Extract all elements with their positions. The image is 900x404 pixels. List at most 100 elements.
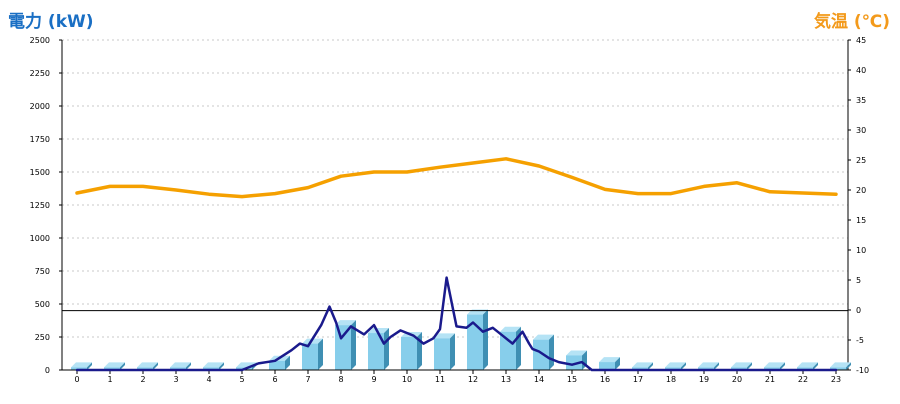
bar-side (351, 320, 356, 370)
right-tick-label: 45 (856, 36, 866, 45)
bar-top (434, 333, 455, 339)
x-tick-label: 14 (534, 375, 544, 384)
right-tick-label: 40 (856, 66, 866, 75)
bar (269, 360, 285, 370)
bar-top (500, 326, 521, 332)
bar (302, 343, 318, 370)
bar (434, 338, 450, 370)
bar-top (632, 362, 653, 368)
x-tick-label: 22 (798, 375, 808, 384)
left-tick-label: 750 (35, 267, 50, 276)
bar-top (566, 350, 587, 356)
bar-side (186, 362, 191, 370)
x-tick-label: 5 (239, 375, 244, 384)
bar-top (830, 362, 851, 368)
bar (830, 367, 846, 370)
bar (764, 367, 780, 370)
right-tick-label: 0 (856, 306, 861, 315)
bar-side (483, 309, 488, 370)
bar (137, 367, 153, 370)
x-tick-label: 2 (140, 375, 145, 384)
x-tick-label: 12 (468, 375, 478, 384)
bar (632, 367, 648, 370)
x-tick-label: 10 (402, 375, 412, 384)
left-axis-title: 電力 (kW) (8, 12, 94, 32)
bar-side (846, 362, 851, 370)
right-tick-label: -10 (856, 366, 869, 375)
bar-side (120, 362, 125, 370)
bar-side (681, 362, 686, 370)
x-tick-label: 9 (371, 375, 376, 384)
bar-top (731, 362, 752, 368)
left-tick-label: 1750 (30, 135, 50, 144)
bar-side (219, 362, 224, 370)
bar-side (813, 362, 818, 370)
bar-side (87, 362, 92, 370)
bar (533, 339, 549, 370)
bar (731, 367, 747, 370)
left-tick-label: 2500 (30, 36, 50, 45)
right-axis-title: 気温 (℃) (813, 12, 890, 32)
bar-top (533, 334, 554, 340)
bar-top (368, 328, 389, 334)
power-line (75, 276, 838, 372)
bar-top (797, 362, 818, 368)
bar-top (137, 362, 158, 368)
bar (170, 367, 186, 370)
bar-side (318, 338, 323, 370)
left-tick-label: 1250 (30, 201, 50, 210)
bar-side (780, 362, 785, 370)
left-tick-label: 250 (35, 333, 50, 342)
right-tick-label: -5 (856, 336, 864, 345)
left-tick-label: 0 (45, 366, 50, 375)
x-tick-label: 19 (699, 375, 709, 384)
bar-top (599, 357, 620, 363)
bar-top (665, 362, 686, 368)
temperature-line (75, 157, 838, 199)
right-tick-label: 25 (856, 156, 866, 165)
bar (401, 337, 417, 370)
bar-top (71, 362, 92, 368)
bar (203, 367, 219, 370)
x-tick-label: 11 (435, 375, 445, 384)
x-tick-label: 23 (831, 375, 841, 384)
x-tick-label: 4 (206, 375, 211, 384)
x-tick-label: 6 (272, 375, 277, 384)
bar (665, 367, 681, 370)
x-tick-label: 20 (732, 375, 742, 384)
x-tick-label: 15 (567, 375, 577, 384)
bar (797, 367, 813, 370)
right-tick-label: 5 (856, 276, 861, 285)
left-tick-label: 2000 (30, 102, 50, 111)
x-tick-label: 16 (600, 375, 610, 384)
bar-side (714, 362, 719, 370)
bar-side (747, 362, 752, 370)
bar-side (549, 334, 554, 370)
bar (500, 331, 516, 370)
bar-side (285, 355, 290, 370)
bar-top (764, 362, 785, 368)
bar (566, 355, 582, 370)
left-tick-label: 1000 (30, 234, 50, 243)
x-tick-label: 18 (666, 375, 676, 384)
right-tick-label: 30 (856, 126, 866, 135)
bar-top (203, 362, 224, 368)
x-tick-label: 17 (633, 375, 643, 384)
left-tick-label: 2250 (30, 69, 50, 78)
x-tick-label: 7 (305, 375, 310, 384)
bar-side (648, 362, 653, 370)
bar-top (698, 362, 719, 368)
x-tick-label: 21 (765, 375, 775, 384)
x-tick-label: 0 (74, 375, 79, 384)
bar-top (104, 362, 125, 368)
left-tick-label: 500 (35, 300, 50, 309)
x-tick-label: 3 (173, 375, 178, 384)
x-tick-label: 8 (338, 375, 343, 384)
left-tick-label: 1500 (30, 168, 50, 177)
bar-side (384, 328, 389, 370)
bar (104, 367, 120, 370)
bar-side (153, 362, 158, 370)
bar (335, 325, 351, 370)
